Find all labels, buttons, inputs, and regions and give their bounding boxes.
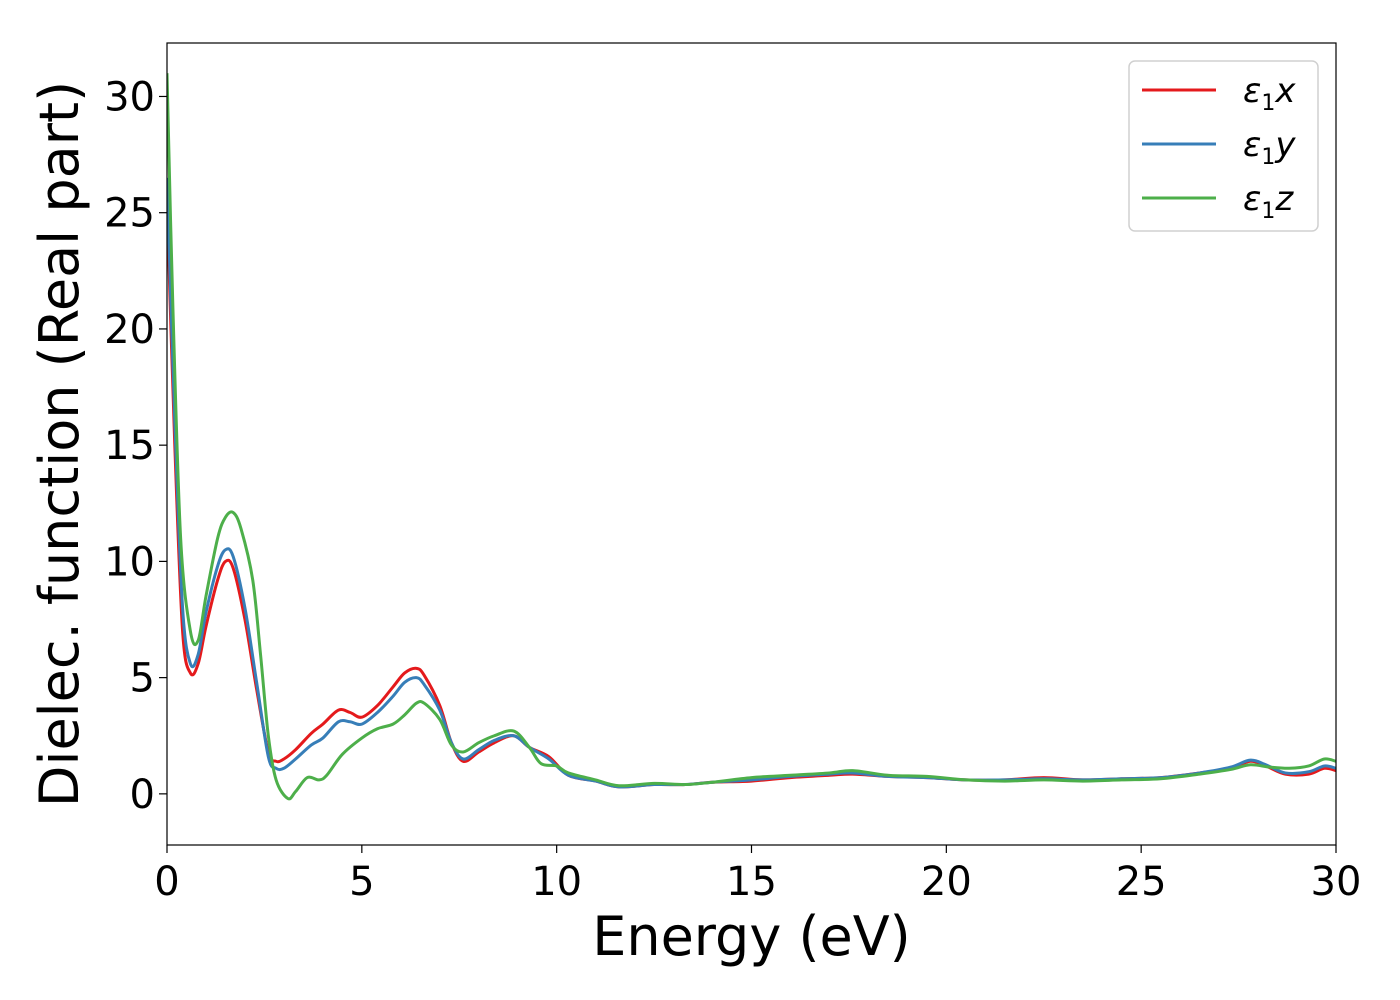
x-tick-label: 20 bbox=[921, 859, 972, 905]
series-line-y bbox=[167, 177, 1336, 789]
y-tick-label: 5 bbox=[130, 656, 155, 702]
series-layer bbox=[167, 73, 1336, 801]
x-tick-label: 10 bbox=[531, 859, 582, 905]
y-axis-ticks: 0 5 10 15 20 25 30 bbox=[104, 74, 167, 818]
y-tick-label: 0 bbox=[130, 772, 155, 818]
x-tick-label: 0 bbox=[154, 859, 179, 905]
y-tick-label: 10 bbox=[104, 539, 155, 585]
legend-label-y: ε1y bbox=[1243, 125, 1296, 170]
legend-box bbox=[1128, 60, 1319, 232]
x-tick-label: 5 bbox=[349, 859, 374, 905]
legend: ε1x ε1y ε1z bbox=[1128, 60, 1319, 232]
series-line-x bbox=[167, 201, 1336, 789]
x-tick-label: 30 bbox=[1311, 859, 1362, 905]
x-axis-ticks: 0 5 10 15 20 25 30 bbox=[154, 845, 1361, 905]
x-tick-label: 15 bbox=[726, 859, 777, 905]
legend-label-z: ε1z bbox=[1243, 179, 1294, 224]
y-tick-label: 25 bbox=[104, 191, 155, 237]
y-tick-label: 15 bbox=[104, 423, 155, 469]
x-tick-label: 25 bbox=[1116, 859, 1167, 905]
series-line-z bbox=[167, 73, 1336, 801]
y-axis-label: Dielec. function (Real part) bbox=[28, 81, 91, 807]
legend-label-x: ε1x bbox=[1243, 71, 1296, 116]
x-axis-label: Energy (eV) bbox=[592, 905, 911, 968]
y-tick-label: 30 bbox=[104, 74, 155, 120]
y-tick-label: 20 bbox=[104, 307, 155, 353]
